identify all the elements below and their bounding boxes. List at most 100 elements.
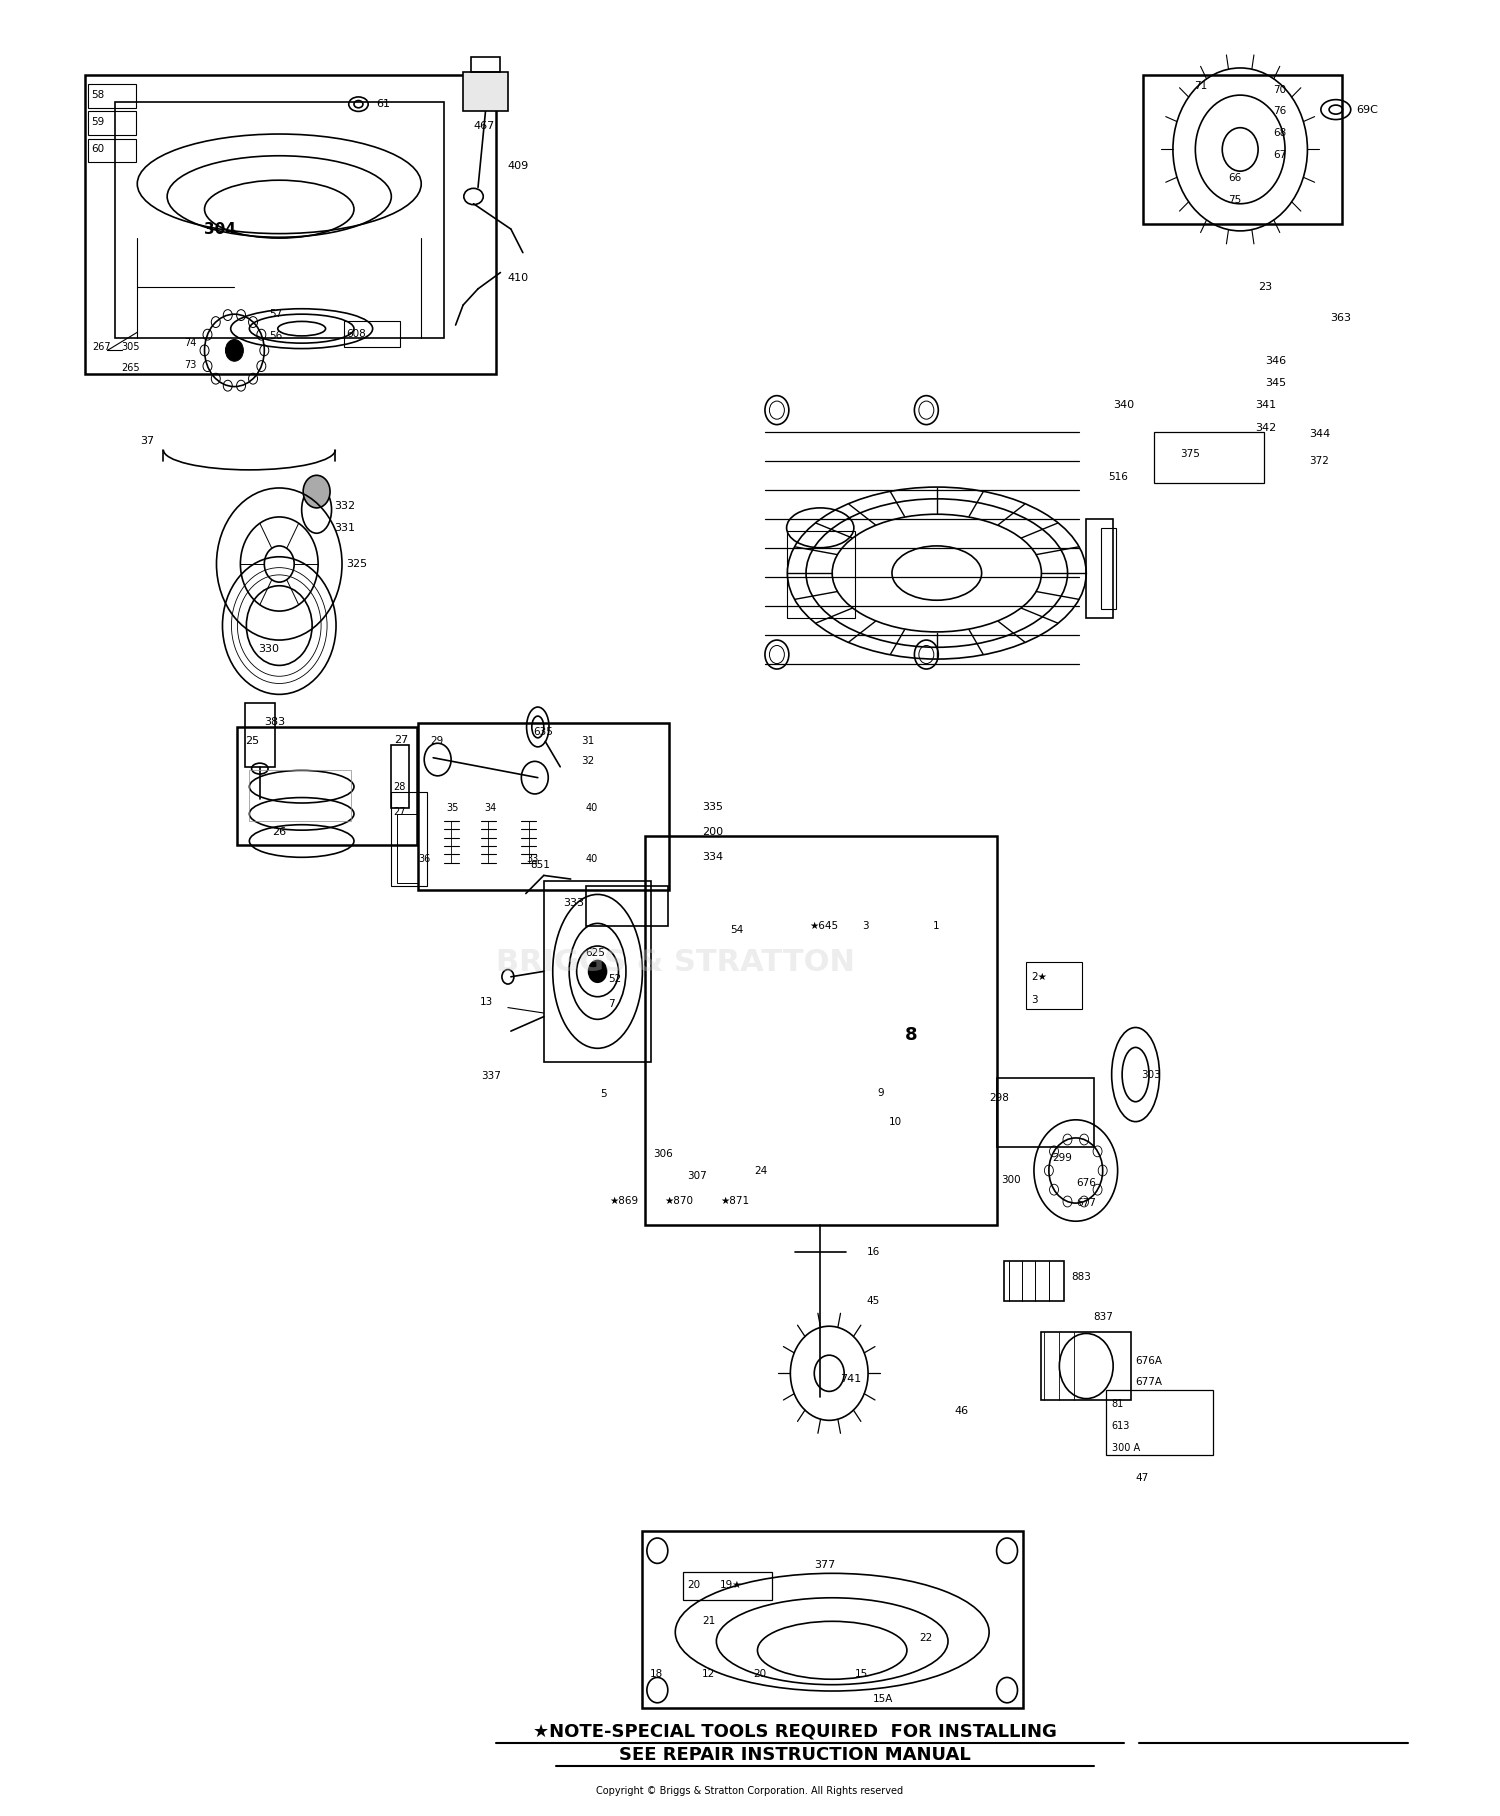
- Text: 68: 68: [1274, 129, 1287, 138]
- Text: 332: 332: [334, 501, 356, 510]
- Text: 45: 45: [867, 1297, 880, 1306]
- Text: 677: 677: [1076, 1199, 1095, 1208]
- Text: 36: 36: [419, 854, 430, 864]
- Text: 29: 29: [430, 737, 444, 746]
- Text: 19★: 19★: [720, 1580, 742, 1591]
- Text: 383: 383: [264, 717, 285, 726]
- Text: 70: 70: [1274, 85, 1286, 94]
- Text: 331: 331: [334, 523, 356, 532]
- Bar: [1106, 1389, 1214, 1455]
- Text: 303: 303: [1142, 1070, 1161, 1079]
- Text: 516: 516: [1108, 472, 1128, 481]
- Text: 340: 340: [1113, 400, 1134, 410]
- Text: 200: 200: [702, 826, 723, 837]
- Text: 676: 676: [1076, 1179, 1095, 1188]
- Text: 10: 10: [890, 1117, 902, 1126]
- Text: 76: 76: [1274, 107, 1287, 116]
- Bar: [585, 886, 668, 926]
- Bar: [1154, 432, 1264, 483]
- Bar: [392, 745, 410, 808]
- Text: 81: 81: [1112, 1398, 1124, 1409]
- Text: 34: 34: [484, 803, 496, 814]
- Text: 3: 3: [862, 921, 868, 932]
- Text: 9: 9: [878, 1088, 884, 1097]
- Text: 307: 307: [687, 1171, 706, 1180]
- Bar: [682, 1573, 772, 1600]
- Bar: [86, 74, 497, 374]
- Text: 15: 15: [855, 1669, 868, 1678]
- Text: 26: 26: [272, 826, 286, 837]
- Bar: [249, 770, 351, 821]
- Circle shape: [303, 476, 330, 508]
- Text: 335: 335: [702, 801, 723, 812]
- Text: 71: 71: [1194, 82, 1208, 91]
- Text: 300: 300: [1000, 1175, 1020, 1184]
- Text: 57: 57: [268, 309, 282, 320]
- Text: 24: 24: [754, 1166, 768, 1175]
- Text: 342: 342: [1256, 423, 1276, 434]
- Text: 608: 608: [346, 329, 366, 340]
- Text: 13: 13: [480, 997, 494, 1008]
- Text: 267: 267: [93, 341, 111, 352]
- Text: 410: 410: [509, 272, 530, 283]
- Text: 20: 20: [687, 1580, 700, 1591]
- Text: 5: 5: [600, 1090, 608, 1099]
- Text: 375: 375: [1180, 449, 1200, 459]
- Text: 8: 8: [904, 1026, 918, 1044]
- Text: 37: 37: [141, 436, 154, 447]
- Text: 16: 16: [867, 1248, 880, 1257]
- Bar: [996, 1079, 1094, 1148]
- Text: 33: 33: [526, 854, 538, 864]
- Text: 325: 325: [346, 559, 368, 568]
- Text: 372: 372: [1310, 456, 1329, 467]
- Text: 73: 73: [184, 360, 196, 370]
- Text: 299: 299: [1052, 1153, 1072, 1162]
- Text: 15A: 15A: [873, 1694, 892, 1703]
- Text: 298: 298: [988, 1093, 1010, 1102]
- Text: 265: 265: [122, 363, 140, 374]
- Text: Copyright © Briggs & Stratton Corporation. All Rights reserved: Copyright © Briggs & Stratton Corporatio…: [597, 1787, 903, 1796]
- Text: 677A: 677A: [1136, 1377, 1162, 1387]
- Text: 60: 60: [92, 145, 104, 154]
- Text: 54: 54: [730, 924, 744, 935]
- Bar: [1026, 962, 1082, 1010]
- Text: 2★: 2★: [1030, 972, 1047, 982]
- Text: 56: 56: [268, 331, 282, 341]
- Text: 305: 305: [122, 341, 140, 352]
- Bar: [788, 532, 855, 617]
- Text: ★869: ★869: [609, 1197, 639, 1206]
- Text: 625: 625: [585, 948, 606, 959]
- Text: 59: 59: [92, 118, 104, 127]
- Text: 32: 32: [580, 755, 594, 766]
- Text: 22: 22: [920, 1633, 932, 1643]
- Bar: [1086, 519, 1113, 617]
- Text: 61: 61: [376, 100, 390, 109]
- Text: 3: 3: [1030, 995, 1038, 1006]
- Text: 341: 341: [1256, 400, 1276, 410]
- Text: ★645: ★645: [810, 921, 838, 932]
- Text: 40: 40: [585, 803, 598, 814]
- Text: 12: 12: [702, 1669, 715, 1678]
- Text: 27: 27: [393, 806, 405, 817]
- Text: 837: 837: [1094, 1313, 1113, 1322]
- Text: BRIGGS & STRATTON: BRIGGS & STRATTON: [496, 948, 855, 977]
- Text: 851: 851: [531, 859, 550, 870]
- Bar: [392, 792, 427, 886]
- Circle shape: [588, 961, 606, 982]
- Bar: [244, 703, 274, 766]
- Text: 47: 47: [1136, 1473, 1149, 1484]
- Bar: [645, 835, 996, 1224]
- Bar: [1101, 528, 1116, 610]
- Text: 25: 25: [244, 737, 260, 746]
- Bar: [344, 321, 400, 347]
- Text: 676A: 676A: [1136, 1355, 1162, 1366]
- Text: 52: 52: [608, 973, 621, 984]
- Bar: [88, 111, 136, 134]
- Text: 345: 345: [1266, 378, 1287, 389]
- Text: 741: 741: [840, 1373, 861, 1384]
- Text: 67: 67: [1274, 151, 1287, 160]
- Bar: [1041, 1331, 1131, 1400]
- Text: 46: 46: [954, 1406, 969, 1416]
- Text: 69C: 69C: [1356, 105, 1378, 114]
- Text: 23: 23: [1258, 281, 1272, 292]
